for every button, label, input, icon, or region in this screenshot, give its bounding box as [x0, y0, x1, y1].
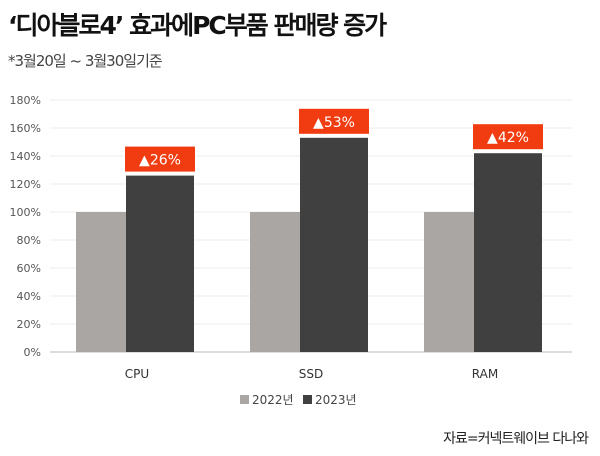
y-tick-label: 20% — [17, 318, 41, 331]
bar-2023-cpu — [126, 175, 194, 352]
y-tick-label: 120% — [10, 178, 41, 191]
growth-label-box — [125, 146, 195, 172]
y-tick-label: 40% — [17, 290, 41, 303]
bar-2023-ssd — [300, 137, 368, 352]
growth-label: ▲26% — [139, 153, 181, 169]
growth-label: ▲42% — [487, 130, 529, 146]
growth-label: ▲53% — [313, 115, 355, 131]
bar-2022-cpu — [76, 212, 126, 352]
x-tick-label: SSD — [299, 367, 323, 381]
growth-label-box — [473, 124, 543, 150]
chart-title: ‘디아블로4’ 효과에PC부품 판매량 증가 — [8, 11, 387, 40]
legend-swatch — [303, 395, 312, 404]
bar-2023-ram — [474, 153, 542, 352]
chart-subtitle: *3월20일 ~ 3월30일기준 — [8, 52, 163, 70]
y-tick-label: 60% — [17, 262, 41, 275]
x-tick-label: RAM — [472, 367, 498, 381]
legend-swatch — [240, 395, 249, 404]
y-tick-label: 80% — [17, 234, 41, 247]
y-tick-label: 0% — [24, 346, 41, 359]
growth-label-box — [299, 108, 369, 134]
legend-label: 2023년 — [315, 393, 357, 407]
y-tick-label: 180% — [10, 94, 41, 107]
y-tick-label: 160% — [10, 122, 41, 135]
bar-2022-ram — [424, 212, 474, 352]
bar-2022-ssd — [250, 212, 300, 352]
y-tick-label: 140% — [10, 150, 41, 163]
y-tick-label: 100% — [10, 206, 41, 219]
source-note: 자료=커넥트웨이브 다나와 — [443, 431, 589, 447]
x-tick-label: CPU — [125, 367, 149, 381]
legend-label: 2022년 — [252, 393, 294, 407]
